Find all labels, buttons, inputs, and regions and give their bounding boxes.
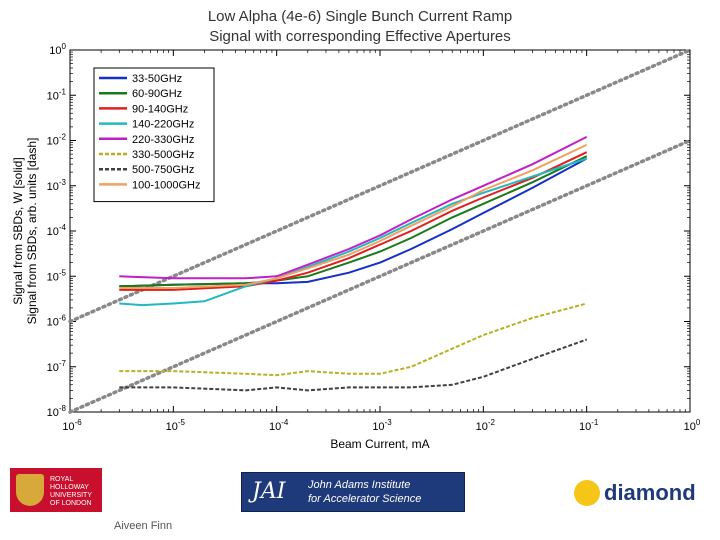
guide-line-aperture-lower — [68, 138, 692, 414]
series-line-140-220GHz — [119, 157, 588, 307]
legend-box — [93, 67, 215, 203]
legend-label-60-90GHz: 60-90GHz — [132, 88, 182, 100]
jai-line2: for Accelerator Science — [308, 493, 422, 505]
legend-label-330-500GHz: 330-500GHz — [132, 149, 194, 161]
chart-title: Low Alpha (4e-6) Single Bunch Current Ra… — [207, 8, 513, 25]
y-tick-label: 10-8 — [47, 404, 67, 419]
diamond-sun-icon — [574, 480, 600, 506]
y-tick-label: 10-7 — [47, 359, 67, 374]
legend-label-140-220GHz: 140-220GHz — [132, 119, 194, 131]
y-tick-label: 10-1 — [47, 87, 67, 102]
author-name: Aiveen Finn — [114, 520, 173, 532]
series-line-500-750GHz — [119, 338, 588, 392]
legend-label-500-750GHz: 500-750GHz — [132, 164, 194, 176]
legend-label-90-140GHz: 90-140GHz — [132, 103, 188, 115]
diamond-wordmark: diamond — [604, 480, 696, 505]
legend-label-220-330GHz: 220-330GHz — [132, 134, 194, 146]
x-tick-label: 10-3 — [372, 418, 392, 433]
guide-line-aperture-upper — [68, 48, 692, 324]
y-tick-label: 10-6 — [47, 314, 67, 329]
x-axis-label: Beam Current, mA — [330, 437, 429, 451]
jai-mark: JAI — [252, 479, 286, 504]
y-axis-label-1: Signal from SBDs, W [solid] — [11, 157, 25, 304]
jai-logo: JAI John Adams Institute for Accelerator… — [241, 472, 465, 512]
rh-line1: ROYAL — [50, 476, 74, 483]
diamond-logo: diamond — [574, 478, 714, 508]
x-tick-label: 10-6 — [62, 418, 82, 433]
x-tick-label: 10-1 — [579, 418, 599, 433]
series-line-330-500GHz — [119, 302, 587, 377]
series-line-100-1000GHz — [119, 143, 588, 289]
legend-label-33-50GHz: 33-50GHz — [132, 73, 182, 85]
rh-line2: HOLLOWAY — [50, 484, 89, 491]
y-tick-label: 10-4 — [47, 223, 67, 238]
y-tick-label: 10-2 — [47, 133, 67, 148]
royal-holloway-logo: ROYAL HOLLOWAY UNIVERSITY OF LONDON — [10, 468, 102, 512]
y-tick-label: 10-5 — [47, 268, 67, 283]
y-tick-label: 100 — [49, 42, 66, 57]
chart: 10-6 10-5 10-4 10-3 10-2 10-1 100 10-8 10-7 10-6 1… — [11, 42, 701, 451]
rh-line3: UNIVERSITY — [50, 492, 93, 499]
chart-subtitle: Signal with corresponding Effective Aper… — [209, 28, 511, 45]
crest-icon — [16, 474, 44, 506]
x-tick-label: 10-5 — [166, 418, 186, 433]
rh-line4: OF LONDON — [50, 500, 92, 507]
series-line-220-330GHz — [119, 136, 588, 280]
x-tick-label: 100 — [684, 418, 701, 433]
legend-label-100-1000GHz: 100-1000GHz — [132, 179, 201, 191]
y-tick-label: 10-3 — [47, 178, 67, 193]
x-tick-label: 10-2 — [476, 418, 496, 433]
y-axis-label-2: Signal from SBDs, arb. units [dash] — [25, 138, 39, 325]
x-tick-label: 10-4 — [269, 418, 289, 433]
series-line-90-140GHz — [119, 151, 588, 291]
jai-line1: John Adams Institute — [308, 479, 411, 491]
series-line-60-90GHz — [119, 155, 588, 288]
